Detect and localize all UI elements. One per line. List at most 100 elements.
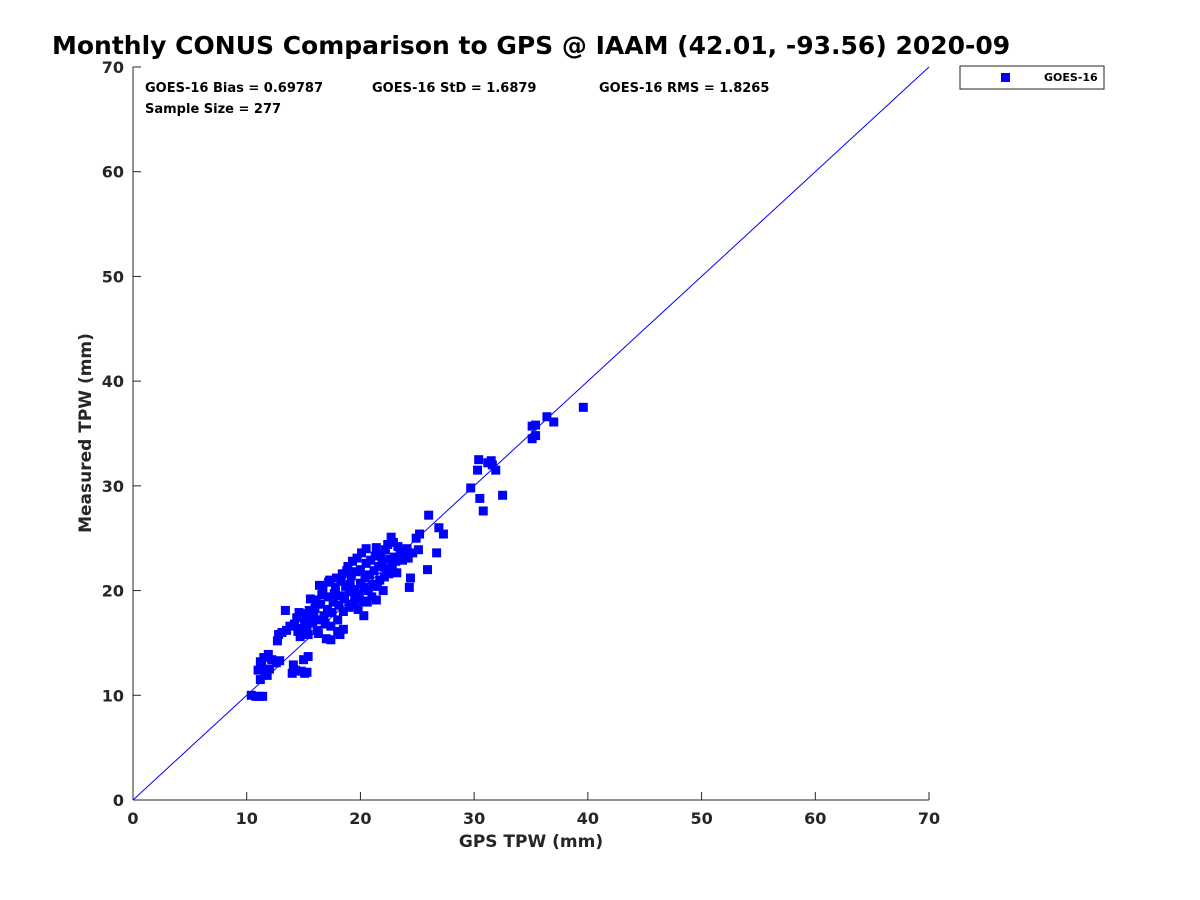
data-point xyxy=(277,627,287,637)
data-point xyxy=(246,690,256,700)
data-point xyxy=(291,665,301,675)
data-point xyxy=(432,548,442,558)
data-point xyxy=(542,412,552,422)
data-point xyxy=(305,594,315,604)
data-point xyxy=(578,402,588,412)
data-point xyxy=(338,624,348,634)
data-point xyxy=(328,597,338,607)
data-point xyxy=(378,586,388,596)
data-point xyxy=(372,581,382,591)
data-point xyxy=(337,569,347,579)
data-point xyxy=(313,629,323,639)
legend-box xyxy=(959,65,1105,90)
x-tick-label: 70 xyxy=(918,809,940,828)
data-point xyxy=(395,548,405,558)
data-point xyxy=(285,621,295,631)
data-point xyxy=(264,664,274,674)
data-point xyxy=(382,564,392,574)
data-point xyxy=(386,532,396,542)
data-point xyxy=(359,611,369,621)
data-point xyxy=(388,537,398,547)
data-point xyxy=(391,556,401,566)
data-point xyxy=(358,596,368,606)
data-point xyxy=(367,592,377,602)
data-point xyxy=(383,539,393,549)
data-point xyxy=(368,579,378,589)
data-points xyxy=(246,402,588,701)
data-point xyxy=(320,619,330,629)
data-point xyxy=(303,652,313,662)
x-tick-label: 0 xyxy=(127,809,138,828)
data-point xyxy=(343,561,353,571)
legend: GOES-16 xyxy=(959,65,1105,90)
x-axis-label: GPS TPW (mm) xyxy=(459,832,603,852)
data-point xyxy=(338,607,348,617)
axes: 0 10 20 30 40 50 60 70 0 10 20 30 40 50 60 70 xyxy=(102,58,940,828)
data-point xyxy=(294,608,304,618)
data-point xyxy=(346,571,356,581)
data-point xyxy=(302,621,312,631)
y-tick-label: 0 xyxy=(113,791,124,810)
y-tick-label: 60 xyxy=(102,163,124,182)
legend-label-goes-16: GOES-16 xyxy=(1044,71,1098,84)
data-point xyxy=(295,632,305,642)
data-point xyxy=(314,615,324,625)
data-point xyxy=(334,600,344,610)
one-to-one-reference-line xyxy=(132,66,930,801)
y-tick-label: 10 xyxy=(102,686,124,705)
y-tick-label: 70 xyxy=(102,58,124,77)
data-point xyxy=(359,582,369,592)
x-tick-label: 60 xyxy=(804,809,826,828)
data-point xyxy=(335,591,345,601)
x-axis-ticks: 0 10 20 30 40 50 60 70 xyxy=(127,792,940,828)
data-point xyxy=(408,548,418,558)
data-point xyxy=(344,602,354,612)
x-tick-label: 40 xyxy=(577,809,599,828)
data-point xyxy=(549,417,559,427)
data-point xyxy=(363,586,373,596)
data-point xyxy=(258,691,268,701)
data-point xyxy=(299,655,309,665)
data-point xyxy=(324,592,334,602)
y-axis-ticks: 0 10 20 30 40 50 60 70 xyxy=(102,58,141,810)
data-point xyxy=(311,595,321,605)
data-point xyxy=(280,605,290,615)
sample-size-annotation: Sample Size = 277 xyxy=(145,102,281,117)
data-point xyxy=(322,604,332,614)
data-point xyxy=(413,545,423,555)
data-point xyxy=(332,573,342,583)
data-point xyxy=(289,619,299,629)
data-point xyxy=(351,567,361,577)
data-point xyxy=(297,623,307,633)
data-point xyxy=(318,585,328,595)
rms-annotation: GOES-16 RMS = 1.8265 xyxy=(599,81,769,96)
data-point xyxy=(267,655,277,665)
legend-marker-goes-16 xyxy=(1001,73,1010,82)
data-point xyxy=(362,597,372,607)
data-point xyxy=(325,575,335,585)
data-point xyxy=(316,599,326,609)
data-point xyxy=(350,585,360,595)
data-point xyxy=(376,549,386,559)
y-axis-label: Measured TPW (mm) xyxy=(76,333,96,533)
data-point xyxy=(330,582,340,592)
data-point xyxy=(352,553,362,563)
data-point xyxy=(370,551,380,561)
data-point xyxy=(424,510,434,520)
data-point xyxy=(361,544,371,554)
data-point xyxy=(385,554,395,564)
data-point xyxy=(491,465,501,475)
data-point xyxy=(369,566,379,576)
data-point xyxy=(393,542,403,552)
data-point xyxy=(466,483,476,493)
data-point xyxy=(308,618,318,628)
data-point xyxy=(263,649,273,659)
chart-title: Monthly CONUS Comparison to GPS @ IAAM (… xyxy=(52,31,1010,60)
data-point xyxy=(288,660,298,670)
data-point xyxy=(345,579,355,589)
data-point xyxy=(336,576,346,586)
data-point xyxy=(365,570,375,580)
data-point xyxy=(340,594,350,604)
data-point xyxy=(366,555,376,565)
